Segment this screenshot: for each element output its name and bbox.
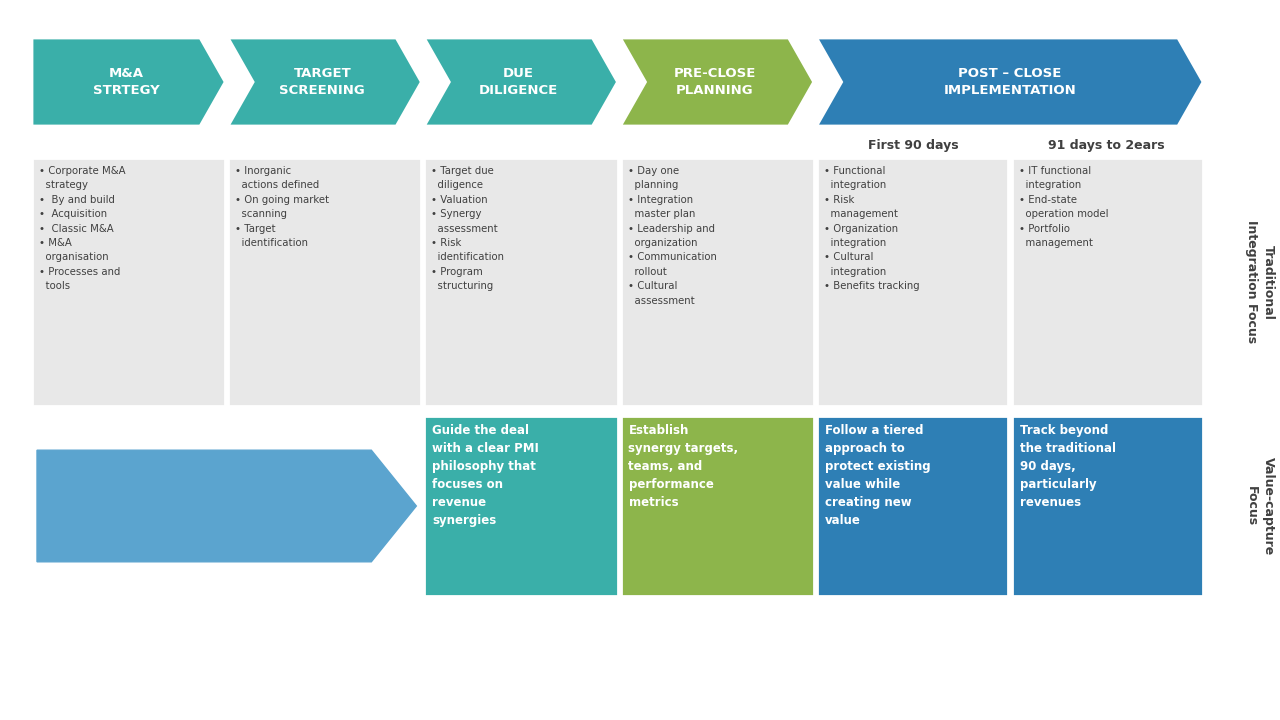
FancyBboxPatch shape	[425, 416, 617, 596]
Polygon shape	[817, 38, 1203, 126]
FancyBboxPatch shape	[817, 416, 1007, 596]
Text: Value-capture
Focus: Value-capture Focus	[1245, 457, 1275, 555]
Polygon shape	[32, 38, 225, 126]
FancyBboxPatch shape	[425, 158, 617, 406]
FancyBboxPatch shape	[621, 158, 814, 406]
Text: • Day one
  planning
• Integration
  master plan
• Leadership and
  organization: • Day one planning • Integration master …	[627, 166, 717, 305]
Polygon shape	[621, 38, 814, 126]
FancyBboxPatch shape	[1011, 416, 1203, 596]
FancyBboxPatch shape	[32, 158, 225, 406]
Text: Follow a tiered
approach to
protect existing
value while
creating new
value: Follow a tiered approach to protect exis…	[824, 424, 931, 527]
Text: 91 days to 2ears: 91 days to 2ears	[1048, 139, 1165, 152]
FancyBboxPatch shape	[621, 416, 814, 596]
Text: • Target due
  diligence
• Valuation
• Synergy
  assessment
• Risk
  identificat: • Target due diligence • Valuation • Syn…	[431, 166, 504, 291]
Polygon shape	[425, 38, 617, 126]
Text: First 90 days: First 90 days	[868, 139, 959, 152]
FancyBboxPatch shape	[817, 158, 1007, 406]
Text: Establish
synergy targets,
teams, and
performance
metrics: Establish synergy targets, teams, and pe…	[628, 424, 739, 509]
FancyBboxPatch shape	[228, 158, 421, 406]
Text: • Functional
  integration
• Risk
  management
• Organization
  integration
• Cu: • Functional integration • Risk manageme…	[823, 166, 919, 291]
Text: PRE-CLOSE
PLANNING: PRE-CLOSE PLANNING	[673, 67, 755, 96]
Text: M&A
STRTEGY: M&A STRTEGY	[92, 67, 160, 96]
Text: POST – CLOSE
IMPLEMENTATION: POST – CLOSE IMPLEMENTATION	[943, 67, 1076, 96]
Text: DUE
DILIGENCE: DUE DILIGENCE	[479, 67, 558, 96]
Text: • Corporate M&A
  strategy
•  By and build
•  Acquisition
•  Classic M&A
• M&A
 : • Corporate M&A strategy • By and build …	[38, 166, 125, 291]
Polygon shape	[228, 38, 421, 126]
Text: • Inorganic
  actions defined
• On going market
  scanning
• Target
  identifica: • Inorganic actions defined • On going m…	[236, 166, 329, 248]
FancyBboxPatch shape	[1011, 158, 1203, 406]
Text: Guide the deal
with a clear PMI
philosophy that
focuses on
revenue
synergies: Guide the deal with a clear PMI philosop…	[433, 424, 539, 527]
Text: TARGET
SCREENING: TARGET SCREENING	[279, 67, 365, 96]
Text: • IT functional
  integration
• End-state
  operation model
• Portfolio
  manage: • IT functional integration • End-state …	[1019, 166, 1108, 248]
Text: Traditional
Integration Focus: Traditional Integration Focus	[1245, 220, 1275, 343]
Text: Track beyond
the traditional
90 days,
particularly
revenues: Track beyond the traditional 90 days, pa…	[1020, 424, 1116, 509]
FancyArrow shape	[37, 450, 416, 562]
